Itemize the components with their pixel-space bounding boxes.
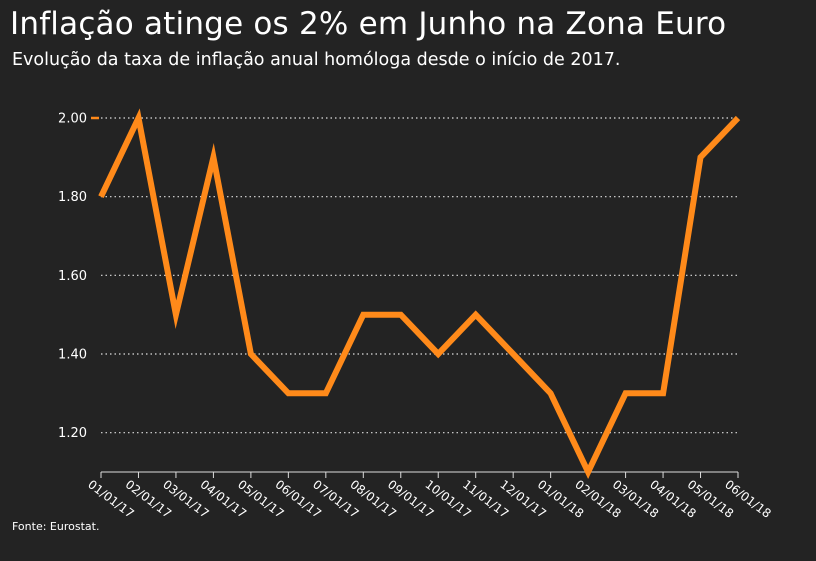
y-tick-label: 1.60 xyxy=(58,269,87,284)
y-tick-label: 1.20 xyxy=(58,426,87,441)
x-axis: 01/01/1702/01/1703/01/1704/01/1705/01/17… xyxy=(85,471,774,521)
grid-lines xyxy=(101,117,738,434)
y-tick-label: 1.40 xyxy=(58,348,87,363)
y-axis-ticks: 1.20 1.40 1.60 1.80 2.00 xyxy=(58,112,99,441)
y-tick-label: 2.00 xyxy=(58,112,87,127)
series-layer xyxy=(98,108,741,479)
y-tick-label: 1.80 xyxy=(58,190,87,205)
series-line xyxy=(98,108,741,479)
source-note: Fonte: Eurostat. xyxy=(12,520,100,533)
chart-subtitle: Evolução da taxa de inflação anual homól… xyxy=(12,50,621,70)
chart-title: Inflação atinge os 2% em Junho na Zona E… xyxy=(10,6,727,42)
